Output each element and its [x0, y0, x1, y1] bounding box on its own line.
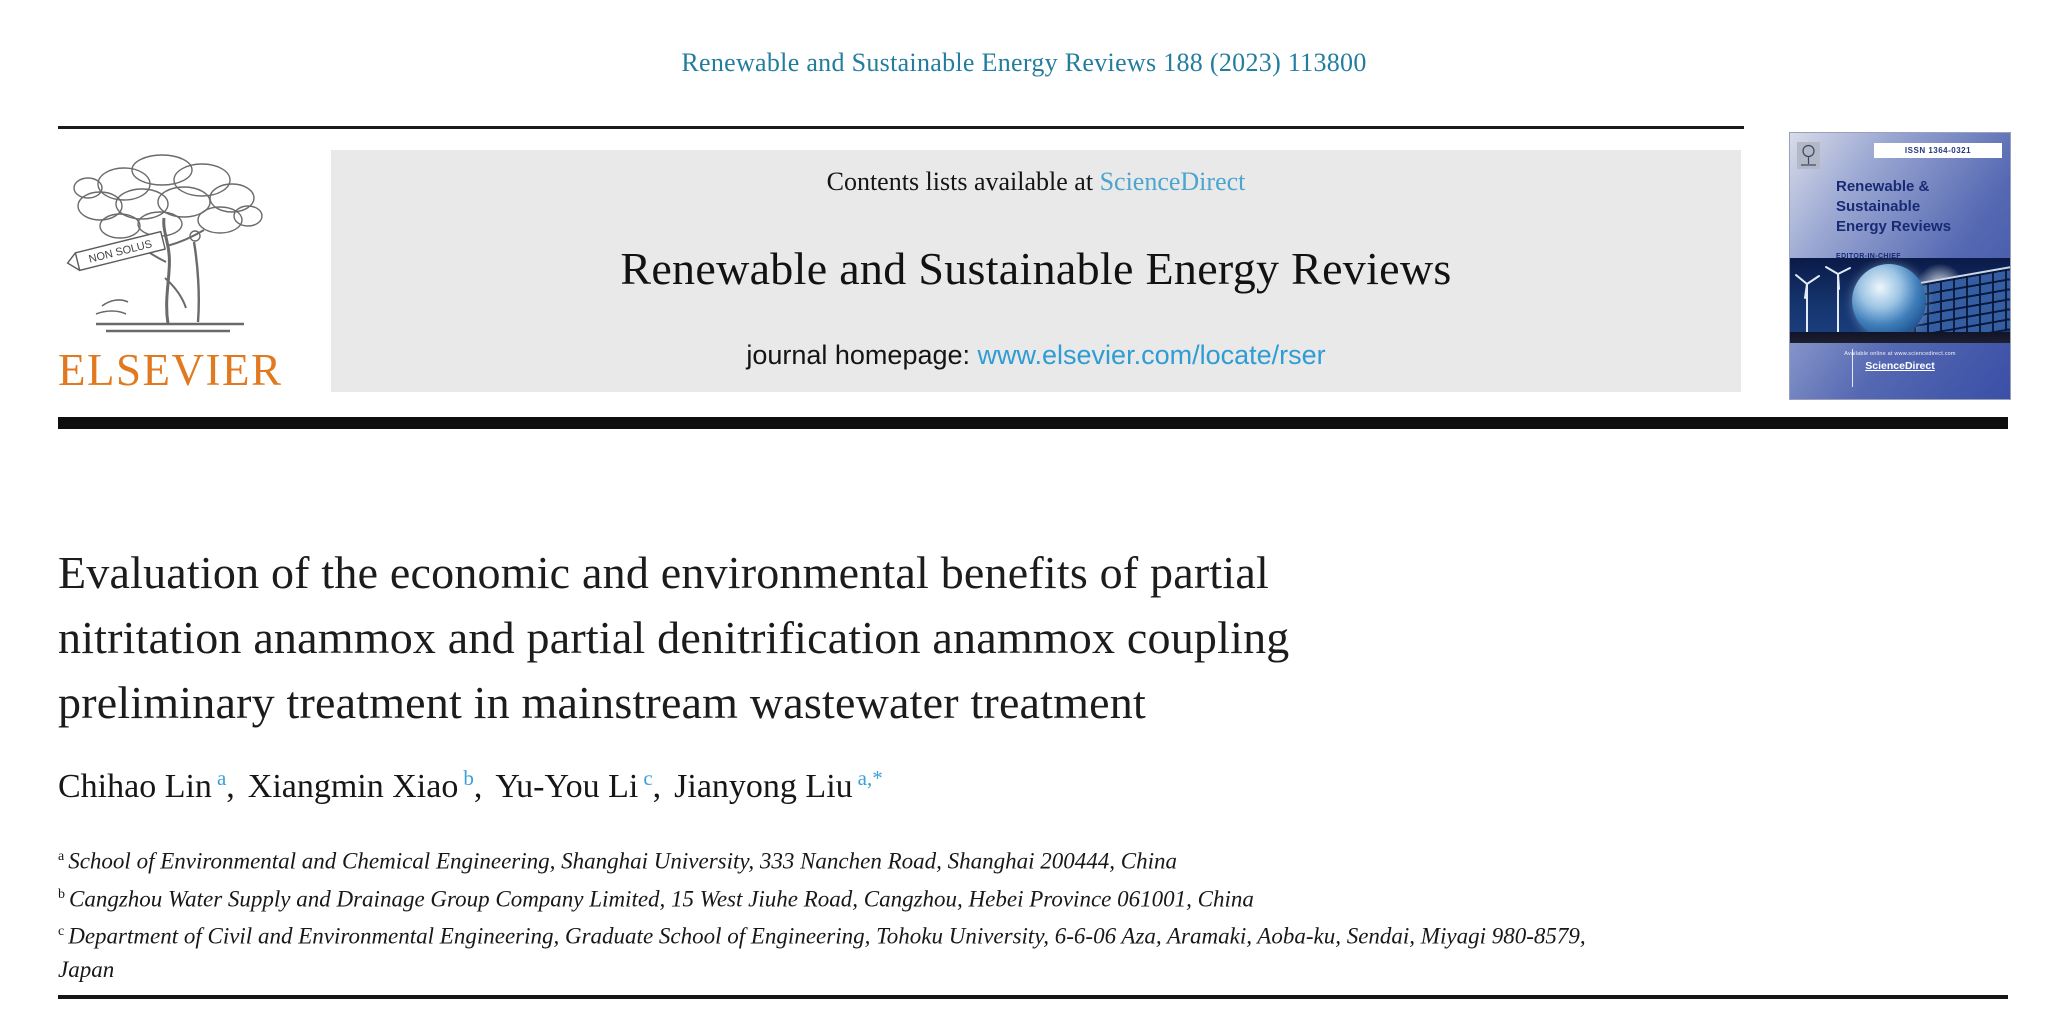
author-affiliation-superscript: a: [216, 766, 227, 790]
homepage-prefix: journal homepage:: [746, 340, 978, 370]
affiliation-superscript: c: [58, 924, 65, 940]
section-divider-rule: [58, 995, 2008, 999]
author-list: Chihao Lin a, Xiangmin Xiao b, Yu-You Li c, Ji…: [58, 766, 883, 806]
cover-availability-text: Available online at www.sciencedirect.co…: [1844, 351, 1956, 357]
affiliation: c Department of Civil and Environmental E…: [58, 915, 1586, 953]
article-title-line: preliminary treatment in mainstream wast…: [58, 677, 1146, 728]
cover-title-line: Renewable &: [1836, 178, 1930, 195]
author-separator: ,: [473, 768, 483, 806]
article-title: Evaluation of the economic and environme…: [58, 540, 1289, 735]
cover-title-line: Sustainable: [1836, 198, 1921, 215]
contents-prefix: Contents lists available at: [826, 167, 1100, 196]
author-name: Xiangmin Xiao: [247, 768, 459, 806]
author: Xiangmin Xiao b,: [247, 766, 496, 806]
affiliation-superscript: a: [58, 849, 65, 864]
article-title-line: Evaluation of the economic and environme…: [58, 547, 1269, 598]
author: Jianyong Liu a,*: [674, 766, 883, 806]
elsevier-logo[interactable]: NON SOLUS ELSEVIER: [58, 144, 330, 400]
header-divider-bar: [58, 417, 2008, 429]
affiliation-list: a School of Environmental and Chemical En…: [58, 840, 1586, 986]
affiliation-superscript: b: [58, 886, 65, 902]
cover-footer: Available online at www.sciencedirect.co…: [1790, 351, 2010, 372]
affiliation-continuation: Japan: [58, 956, 115, 982]
article-title-line: nitritation anammox and partial denitrif…: [58, 612, 1290, 663]
cover-photo: [1790, 258, 2010, 343]
journal-homepage-link[interactable]: www.elsevier.com/locate/rser: [977, 340, 1326, 370]
affiliation: a School of Environmental and Chemical En…: [58, 840, 1586, 878]
affiliation-text: Cangzhou Water Supply and Drainage Group…: [69, 886, 1254, 912]
cover-elsevier-mark-icon: [1797, 142, 1820, 169]
homepage-line: journal homepage: www.elsevier.com/locat…: [746, 340, 1325, 371]
cover-sciencedirect-logo: ScienceDirect: [1865, 360, 1935, 372]
author-affiliation-superscript: a,*: [857, 766, 883, 790]
author-name: Chihao Lin: [58, 768, 212, 806]
wind-turbines-icon: [1795, 266, 1851, 336]
author-affiliation-superscript: b: [463, 766, 474, 790]
journal-citation-link[interactable]: Renewable and Sustainable Energy Reviews…: [681, 48, 1367, 77]
header-top-rule: [58, 126, 1744, 129]
elsevier-tree-icon: NON SOLUS: [66, 154, 263, 333]
affiliation-text: Department of Civil and Environmental En…: [68, 923, 1586, 949]
author-separator: ,: [226, 768, 235, 806]
journal-banner: Contents lists available at ScienceDirec…: [331, 150, 1741, 392]
elsevier-wordmark: ELSEVIER: [58, 345, 283, 395]
cover-issn: ISSN 1364-0321: [1874, 143, 2002, 158]
sciencedirect-link[interactable]: ScienceDirect: [1099, 167, 1246, 196]
cover-footer-divider: [1852, 349, 1853, 387]
cover-editor-label: EDITOR-IN-CHIEF: [1836, 253, 1901, 260]
author-name: Jianyong Liu: [674, 768, 853, 806]
earth-globe-image: [1852, 264, 1926, 338]
contents-line: Contents lists available at ScienceDirec…: [827, 167, 1246, 197]
cover-photo-ground: [1790, 332, 2010, 343]
cover-title-line: Energy Reviews: [1836, 218, 1952, 235]
author-separator: ,: [652, 768, 662, 806]
author: Chihao Lin a,: [58, 766, 248, 806]
cover-journal-title: Renewable & Sustainable Energy Reviews: [1836, 177, 1951, 237]
affiliation-text: School of Environmental and Chemical Eng…: [68, 848, 1178, 874]
journal-cover-thumbnail[interactable]: ISSN 1364-0321 Renewable & Sustainable E…: [1790, 133, 2010, 399]
author-name: Yu-You Li: [495, 768, 639, 806]
author: Yu-You Li c,: [495, 766, 674, 806]
author-affiliation-superscript: c: [643, 766, 653, 790]
affiliation: b Cangzhou Water Supply and Drainage Grou…: [58, 878, 1586, 916]
journal-title: Renewable and Sustainable Energy Reviews: [620, 243, 1452, 294]
